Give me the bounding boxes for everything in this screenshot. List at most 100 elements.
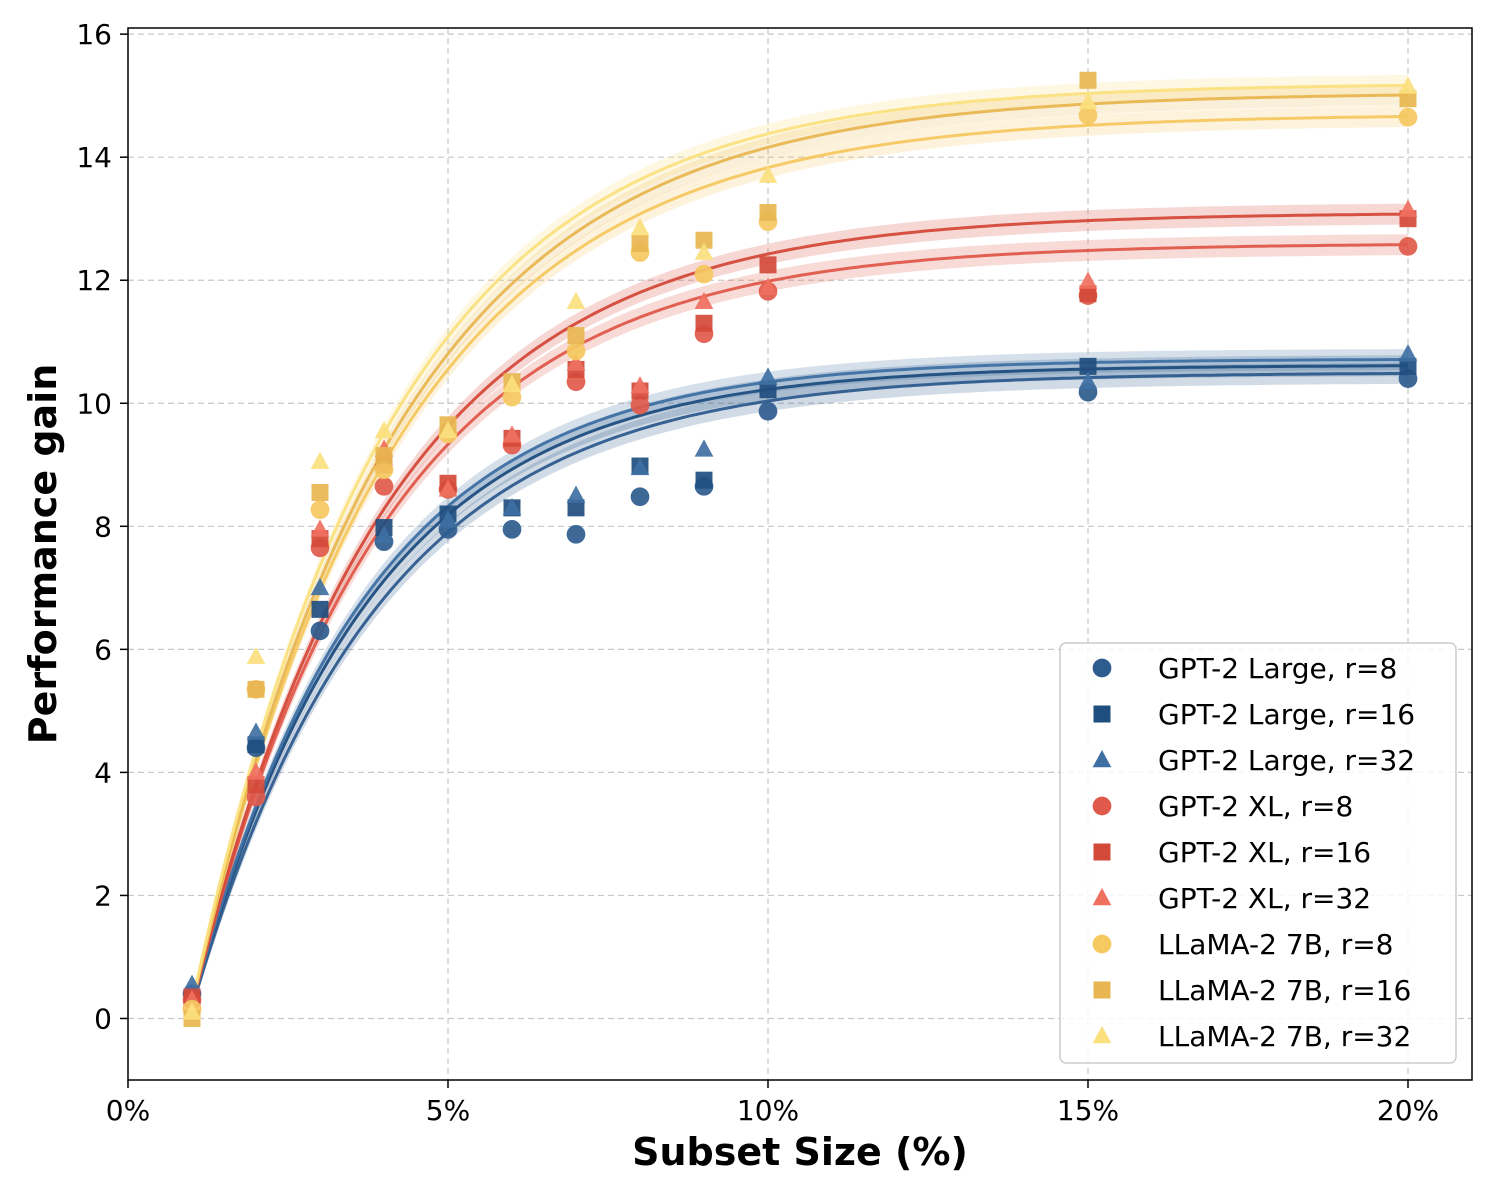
data-point	[1079, 357, 1097, 375]
data-point	[438, 479, 458, 497]
legend-label: GPT-2 XL, r=16	[1158, 836, 1371, 869]
data-point	[759, 381, 777, 399]
data-point	[630, 457, 650, 476]
data-point	[1079, 71, 1097, 89]
data-point	[246, 722, 266, 740]
legend-marker	[1092, 749, 1112, 768]
data-point	[247, 680, 265, 698]
axis-ticks: 0% 5% 10% 15% 20% 0 2 4 6 8 10 12 14 16	[76, 18, 1439, 1127]
data-point	[502, 374, 522, 393]
data-point	[694, 242, 714, 260]
data-point	[758, 401, 778, 421]
x-tick-label: 20%	[1377, 1094, 1439, 1127]
data-point	[502, 520, 522, 539]
legend-label: LLaMA-2 7B, r=32	[1158, 1020, 1411, 1053]
data-point	[502, 425, 522, 443]
fit-curve	[190, 243, 1408, 1007]
data-point	[1399, 357, 1417, 375]
data-point	[1399, 90, 1417, 108]
data-point	[438, 420, 458, 439]
x-axis-title: Subset Size (%)	[632, 1130, 968, 1174]
legend: GPT-2 Large, r=8 GPT-2 Large, r=16 GPT-2 L…	[1059, 642, 1457, 1064]
data-point	[310, 519, 330, 537]
data-point	[630, 217, 650, 236]
data-points	[182, 71, 1418, 1027]
data-point	[502, 497, 522, 516]
legend-label: LLaMA-2 7B, r=8	[1158, 928, 1393, 961]
x-tick-label: 5%	[426, 1094, 470, 1127]
legend-box	[1059, 642, 1457, 1064]
data-point	[375, 447, 393, 465]
data-point	[1078, 271, 1098, 289]
legend-marker	[1092, 658, 1112, 678]
data-point	[759, 204, 777, 222]
y-tick-label: 4	[94, 756, 112, 789]
y-tick-label: 14	[76, 141, 112, 174]
data-point	[374, 525, 394, 543]
data-point	[1398, 237, 1418, 256]
data-point	[567, 499, 585, 517]
data-point	[310, 500, 330, 520]
data-point	[567, 327, 585, 345]
data-point	[566, 353, 586, 371]
data-point	[758, 367, 778, 385]
data-point	[566, 341, 586, 361]
y-axis-title: Performance gain	[21, 364, 65, 744]
y-tick-label: 0	[94, 1002, 112, 1035]
legend-marker	[1092, 1025, 1112, 1044]
fit-curves	[190, 83, 1409, 1008]
data-point	[631, 234, 649, 252]
fit-curve	[190, 358, 1409, 1007]
data-point	[566, 524, 586, 544]
data-point	[182, 974, 202, 992]
data-point	[695, 471, 713, 489]
fit-curve	[190, 115, 1409, 1005]
data-point	[758, 277, 778, 295]
data-point	[758, 165, 778, 183]
legend-marker	[1092, 887, 1112, 906]
data-point	[374, 460, 394, 480]
data-point	[1079, 285, 1097, 303]
data-point	[502, 387, 522, 407]
fit-curve	[190, 83, 1408, 1004]
data-point	[311, 483, 329, 501]
data-point	[695, 231, 713, 249]
data-point	[759, 256, 777, 274]
data-point	[182, 1002, 202, 1020]
legend-marker	[1092, 934, 1112, 954]
data-point	[630, 376, 650, 394]
data-point	[311, 600, 329, 618]
fit-curve	[190, 93, 1409, 1005]
fit-curve	[190, 364, 1408, 1008]
data-point	[694, 264, 714, 284]
legend-label: GPT-2 XL, r=32	[1158, 882, 1371, 915]
legend-marker	[1092, 796, 1112, 816]
data-point	[1398, 107, 1418, 127]
y-tick-label: 8	[94, 510, 112, 543]
data-point	[374, 476, 394, 496]
data-point	[1398, 344, 1418, 362]
legend-marker	[1093, 843, 1111, 861]
fit-curve	[190, 371, 1409, 1008]
legend-label: GPT-2 Large, r=32	[1158, 744, 1415, 777]
y-tick-label: 12	[76, 264, 112, 297]
x-tick-label: 0%	[106, 1094, 150, 1127]
data-point	[310, 577, 330, 596]
x-tick-label: 10%	[737, 1094, 799, 1127]
data-point	[1398, 76, 1418, 94]
legend-label: GPT-2 Large, r=8	[1158, 652, 1397, 685]
data-point	[630, 487, 650, 507]
data-point	[1078, 371, 1098, 390]
legend-marker	[1093, 981, 1111, 999]
data-point	[310, 451, 330, 469]
y-tick-label: 10	[76, 387, 112, 420]
data-point	[1398, 199, 1418, 217]
data-point	[246, 762, 266, 780]
y-tick-label: 6	[94, 633, 112, 666]
legend-label: GPT-2 XL, r=8	[1158, 790, 1353, 823]
data-point	[630, 395, 650, 415]
data-point	[695, 314, 713, 332]
data-point	[694, 291, 714, 310]
data-point	[247, 776, 265, 794]
legend-label: GPT-2 Large, r=16	[1158, 698, 1415, 731]
